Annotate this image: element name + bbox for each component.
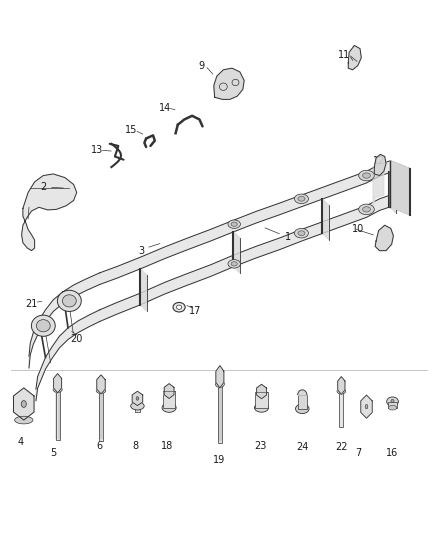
Text: 22: 22 [335,442,348,453]
Ellipse shape [136,397,139,400]
Polygon shape [361,395,372,418]
Ellipse shape [254,403,268,412]
Text: 9: 9 [198,61,205,70]
Ellipse shape [14,416,33,424]
Polygon shape [375,225,393,251]
Text: 14: 14 [159,103,171,113]
Polygon shape [132,391,143,406]
Text: 24: 24 [296,442,308,453]
Polygon shape [21,174,77,251]
Polygon shape [322,199,329,239]
Ellipse shape [363,173,371,178]
Ellipse shape [363,207,371,212]
Polygon shape [100,195,410,321]
Text: 4: 4 [17,437,23,447]
Text: 8: 8 [133,441,139,451]
Text: 17: 17 [189,306,201,317]
Polygon shape [140,269,147,311]
Polygon shape [97,375,105,394]
Ellipse shape [96,387,106,393]
Bar [56,391,60,440]
Ellipse shape [359,204,374,215]
Text: 12: 12 [373,156,386,166]
Polygon shape [14,388,34,420]
Bar [135,406,140,411]
Bar [339,392,343,427]
Text: 18: 18 [161,441,173,451]
Bar [388,401,397,408]
Ellipse shape [53,386,62,392]
Ellipse shape [36,320,50,332]
Text: 2: 2 [40,182,46,192]
Polygon shape [36,310,100,401]
Ellipse shape [228,220,240,229]
Ellipse shape [228,260,240,268]
Ellipse shape [177,305,182,309]
Text: 11: 11 [338,50,350,60]
Polygon shape [390,161,410,215]
Ellipse shape [387,397,399,406]
Ellipse shape [57,290,81,311]
Text: 19: 19 [213,455,225,465]
Text: 13: 13 [91,145,103,155]
Ellipse shape [359,170,374,181]
Text: 15: 15 [125,125,138,135]
Ellipse shape [231,262,237,266]
Text: 23: 23 [254,441,266,451]
Ellipse shape [231,222,237,227]
Polygon shape [338,377,345,394]
Bar [298,395,307,409]
Ellipse shape [337,389,346,394]
Text: 1: 1 [285,232,291,243]
Polygon shape [374,155,386,175]
Polygon shape [214,68,244,99]
Bar [218,385,222,442]
Polygon shape [348,45,361,70]
Bar [99,392,103,441]
Text: 6: 6 [97,441,103,451]
Ellipse shape [298,197,305,201]
Bar [255,392,268,408]
Ellipse shape [173,302,185,312]
Ellipse shape [391,399,394,402]
Text: 20: 20 [71,335,83,344]
Polygon shape [100,161,410,285]
Text: 7: 7 [355,448,361,458]
Polygon shape [298,390,307,395]
Polygon shape [29,273,100,368]
Text: 3: 3 [138,246,144,256]
Ellipse shape [32,315,55,336]
Polygon shape [164,384,174,399]
Text: 10: 10 [352,224,364,235]
Ellipse shape [162,403,176,413]
Ellipse shape [294,194,308,204]
Text: 5: 5 [50,448,57,458]
Polygon shape [216,366,224,388]
Ellipse shape [294,229,308,238]
Ellipse shape [365,405,368,409]
Ellipse shape [388,406,397,410]
Polygon shape [389,172,396,213]
Bar [163,391,175,408]
Ellipse shape [21,401,26,407]
Ellipse shape [298,231,305,236]
Ellipse shape [62,295,76,307]
Polygon shape [53,374,62,393]
Text: 16: 16 [386,448,399,458]
Ellipse shape [131,402,144,410]
Text: 21: 21 [25,298,38,309]
Ellipse shape [215,381,224,387]
Polygon shape [373,161,384,206]
Polygon shape [233,232,240,273]
Polygon shape [257,384,266,399]
Ellipse shape [296,404,309,414]
